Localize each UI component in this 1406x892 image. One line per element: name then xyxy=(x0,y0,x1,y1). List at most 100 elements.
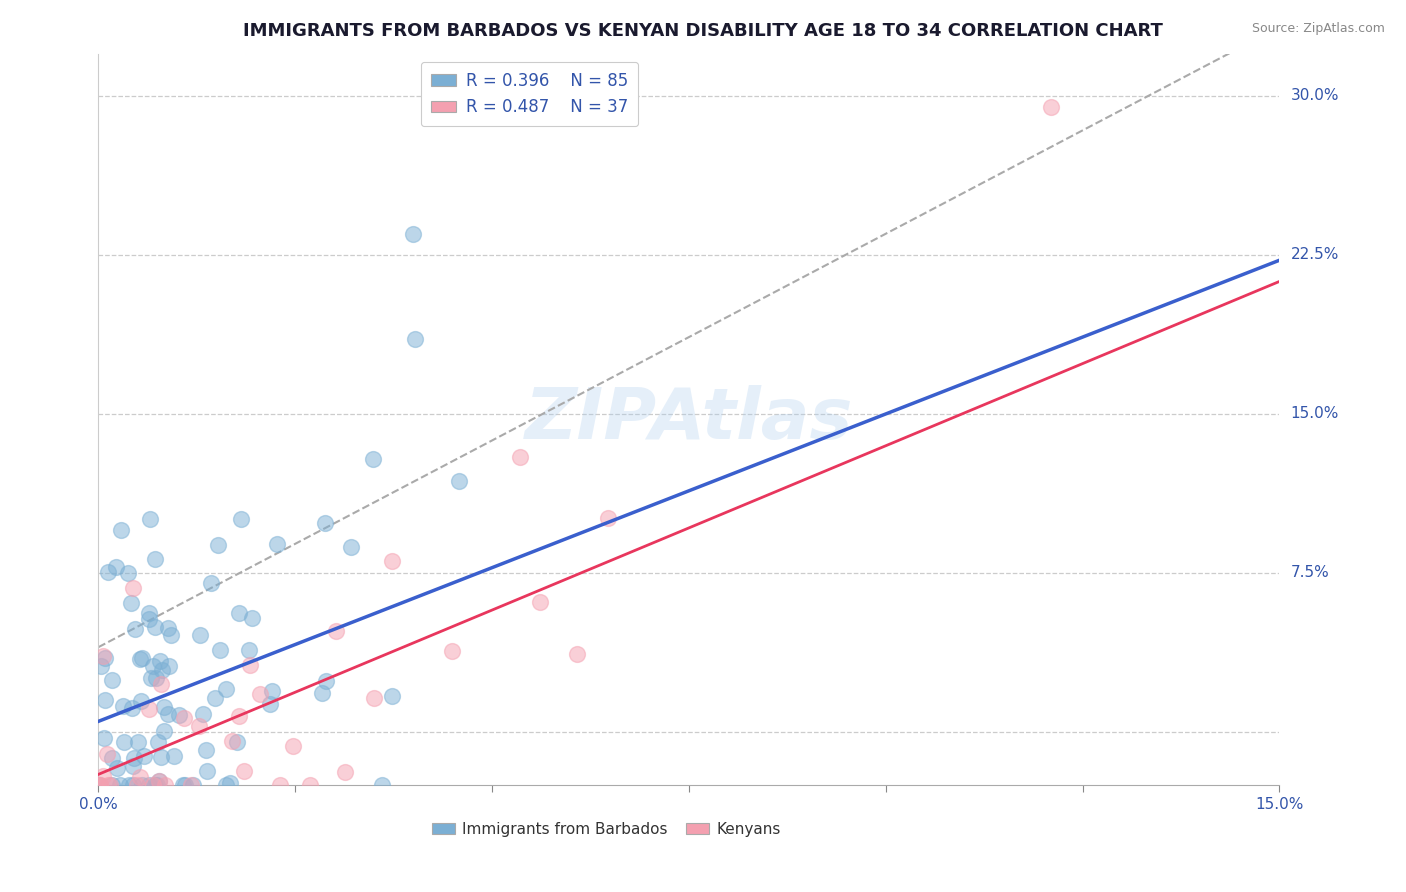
Point xyxy=(299,778,322,792)
Point xyxy=(153,700,176,714)
Point xyxy=(204,691,226,706)
Point xyxy=(157,621,180,635)
Point xyxy=(96,747,118,762)
Point xyxy=(91,769,114,783)
Point xyxy=(93,731,115,746)
Point xyxy=(142,778,165,792)
Legend: Immigrants from Barbados, Kenyans: Immigrants from Barbados, Kenyans xyxy=(426,816,787,843)
Point xyxy=(281,739,304,753)
Point xyxy=(150,676,173,690)
Point xyxy=(104,560,127,574)
Point xyxy=(112,698,135,713)
Point xyxy=(266,536,288,550)
Point xyxy=(128,652,150,666)
Point xyxy=(121,701,143,715)
Point xyxy=(239,657,262,672)
Point xyxy=(124,622,146,636)
Point xyxy=(172,778,194,792)
Point xyxy=(148,774,170,789)
Point xyxy=(127,735,149,749)
Point xyxy=(145,620,167,634)
Point xyxy=(87,778,110,792)
Point xyxy=(87,778,110,792)
Point xyxy=(149,654,172,668)
Point xyxy=(97,565,120,579)
Point xyxy=(132,749,155,764)
Point xyxy=(162,749,184,764)
Point xyxy=(139,671,162,685)
Point xyxy=(150,663,173,677)
Point xyxy=(138,607,160,621)
Point xyxy=(100,751,122,765)
Point xyxy=(221,734,243,748)
Text: Source: ZipAtlas.com: Source: ZipAtlas.com xyxy=(1251,22,1385,36)
Point xyxy=(232,764,254,779)
Point xyxy=(139,512,162,526)
Point xyxy=(110,523,132,537)
Point xyxy=(529,594,551,608)
Text: 22.5%: 22.5% xyxy=(1291,247,1339,262)
Point xyxy=(125,778,148,792)
Point xyxy=(108,778,131,792)
Point xyxy=(157,707,180,722)
Point xyxy=(146,778,169,792)
Point xyxy=(225,734,247,748)
Point xyxy=(148,774,170,789)
Point xyxy=(262,684,284,698)
Point xyxy=(195,764,218,778)
Point xyxy=(218,775,240,789)
Point xyxy=(441,644,464,658)
Point xyxy=(122,778,145,792)
Point xyxy=(131,778,153,792)
Point xyxy=(160,628,183,642)
Point xyxy=(105,761,128,775)
Point xyxy=(188,628,211,642)
Point xyxy=(325,624,347,639)
Point xyxy=(191,706,214,721)
Point xyxy=(93,648,115,663)
Point xyxy=(231,512,253,526)
Point xyxy=(142,659,165,673)
Point xyxy=(101,673,124,687)
Text: 30.0%: 30.0% xyxy=(1291,88,1339,103)
Point xyxy=(174,778,197,792)
Point xyxy=(112,735,135,749)
Point xyxy=(381,689,404,703)
Point xyxy=(269,778,291,792)
Point xyxy=(143,778,166,792)
Point xyxy=(143,552,166,566)
Point xyxy=(89,778,111,792)
Point xyxy=(240,611,263,625)
Point xyxy=(94,692,117,706)
Point xyxy=(180,778,202,792)
Point xyxy=(509,450,531,464)
Point xyxy=(138,702,160,716)
Point xyxy=(207,538,229,552)
Text: 15.0%: 15.0% xyxy=(1291,407,1339,421)
Point xyxy=(138,778,160,792)
Point xyxy=(215,681,238,696)
Point xyxy=(381,554,404,568)
Point xyxy=(153,778,176,792)
Point xyxy=(122,581,145,595)
Point xyxy=(1040,99,1063,113)
Point xyxy=(146,735,169,749)
Point xyxy=(129,770,152,784)
Point xyxy=(183,778,205,792)
Point xyxy=(131,694,153,708)
Point xyxy=(363,690,385,705)
Point xyxy=(314,516,336,530)
Point xyxy=(228,606,250,620)
Point xyxy=(94,651,117,665)
Point xyxy=(122,759,145,773)
Point xyxy=(101,778,124,792)
Text: IMMIGRANTS FROM BARBADOS VS KENYAN DISABILITY AGE 18 TO 34 CORRELATION CHART: IMMIGRANTS FROM BARBADOS VS KENYAN DISAB… xyxy=(243,22,1163,40)
Point xyxy=(90,659,112,673)
Point xyxy=(333,764,356,779)
Point xyxy=(89,778,111,792)
Point xyxy=(131,651,153,665)
Point xyxy=(188,719,211,733)
Point xyxy=(215,778,238,792)
Point xyxy=(145,671,167,685)
Point xyxy=(238,643,260,657)
